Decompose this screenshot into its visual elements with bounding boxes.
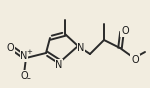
Text: O: O (20, 71, 28, 81)
Text: O: O (121, 26, 129, 36)
Text: N: N (77, 43, 85, 53)
Text: –: – (27, 75, 31, 84)
Text: O: O (131, 55, 139, 65)
Text: +: + (26, 49, 32, 55)
Text: N: N (55, 60, 63, 70)
Text: O: O (6, 43, 14, 53)
Text: N: N (20, 51, 28, 61)
